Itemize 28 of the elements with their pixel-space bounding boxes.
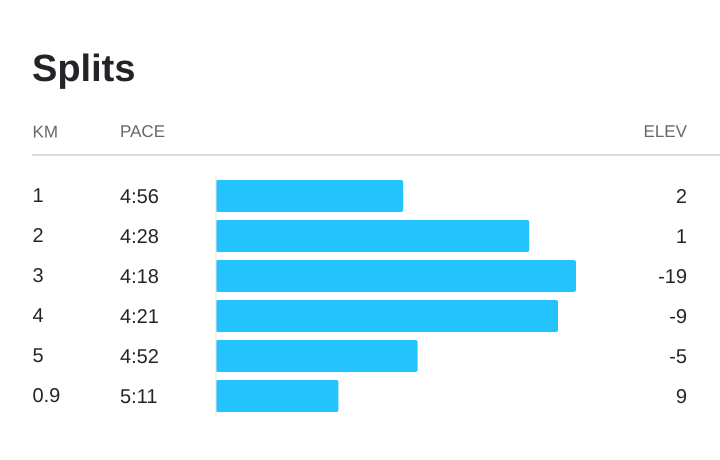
bar — [216, 300, 558, 332]
bar — [216, 220, 530, 252]
text: 4:52 — [120, 346, 159, 368]
y-tick-label: 0.9 — [32, 385, 60, 407]
y-axis-title: KM — [32, 122, 58, 142]
text: 1 — [676, 226, 687, 248]
y-tick-label: 2 — [32, 225, 44, 247]
y2-axis-title: ELEV — [644, 122, 688, 141]
text: 4:28 — [120, 226, 159, 248]
text: 4:21 — [120, 306, 159, 328]
y-tick-label: 4 — [32, 305, 44, 327]
text: 4:56 — [120, 186, 159, 208]
bar — [216, 380, 338, 412]
text: 4:18 — [120, 266, 159, 288]
x-axis-title: PACE — [120, 122, 166, 141]
text: -19 — [658, 266, 687, 288]
y-tick-label: 1 — [32, 185, 44, 207]
y-tick-label: 5 — [32, 345, 44, 367]
text: 5:11 — [120, 386, 158, 408]
chart-title: Splits — [32, 48, 136, 90]
bar — [216, 180, 404, 212]
text: -9 — [669, 306, 687, 328]
bar — [216, 260, 576, 292]
text: 2 — [676, 186, 687, 208]
bar — [216, 340, 418, 372]
text: 9 — [676, 386, 687, 408]
text: -5 — [669, 346, 687, 368]
y-tick-label: 3 — [32, 265, 44, 287]
